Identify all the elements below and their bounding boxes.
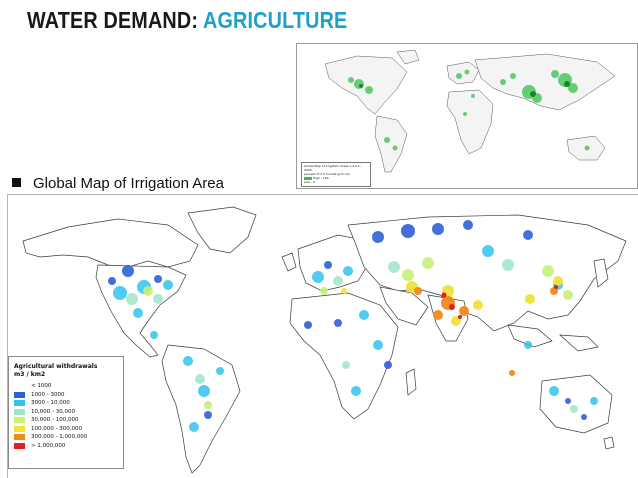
inset-legend-line-4: Low : 0 <box>304 180 315 184</box>
legend-swatch <box>14 408 25 415</box>
inset-legend-swatch <box>304 176 312 180</box>
legend-swatch <box>14 417 25 424</box>
inset-legend-high: High : 100 <box>312 176 329 180</box>
bullet-square-icon <box>12 178 21 187</box>
inset-legend-line-2: percent of 2.5 minute grid cell <box>304 172 350 176</box>
bullet-text: Global Map of Irrigation Area <box>33 175 224 192</box>
legend-swatch <box>14 434 25 441</box>
legend-label: 3000 - 10,000 <box>31 400 70 407</box>
legend-swatch <box>14 383 25 389</box>
legend-item: 3000 - 10,000 <box>14 399 123 408</box>
legend-units: m3 / km2 <box>14 371 46 378</box>
legend-swatch <box>14 425 25 432</box>
legend-swatch <box>14 391 25 398</box>
irrigation-inset-map: Global Map of Irrigation Areas v.4.0.1, … <box>296 43 638 189</box>
legend-label: 30,000 - 100,000 <box>31 417 79 424</box>
inset-map-graphic <box>324 49 616 173</box>
legend-label: > 1,000,000 <box>31 442 66 449</box>
legend-title: Agricultural withdrawals <box>14 363 98 370</box>
legend-item: 30,000 - 100,000 <box>14 416 123 425</box>
inset-legend-line-3: High : 100 <box>304 176 368 180</box>
world-map-graphic <box>22 206 627 474</box>
legend-item: 100,000 - 300,000 <box>14 425 123 434</box>
bullet-point: Global Map of Irrigation Area <box>12 175 224 192</box>
legend-item: > 1,000,000 <box>14 442 123 451</box>
legend-swatch <box>14 400 25 407</box>
legend-item: < 1000 <box>14 382 123 391</box>
legend-label: 100,000 - 300,000 <box>31 425 82 432</box>
inset-legend-line-1: Global Map of Irrigation Areas v.4.0.1, … <box>304 164 361 172</box>
legend-swatch <box>14 442 25 449</box>
legend-label: 300,000 - 1,000,000 <box>31 434 88 441</box>
inset-legend: Global Map of Irrigation Areas v.4.0.1, … <box>301 162 371 187</box>
legend-label: 10,000 - 30,000 <box>31 408 75 415</box>
title-part-1: WATER DEMAND: <box>27 7 204 33</box>
legend-item: 10,000 - 30,000 <box>14 408 123 417</box>
legend-rows: < 1000 1000 - 3000 3000 - 10,000 10,000 - 3… <box>14 382 123 450</box>
legend-label: < 1000 <box>31 383 52 390</box>
legend-item: 300,000 - 1,000,000 <box>14 433 123 442</box>
legend-label: 1000 - 3000 <box>31 391 65 398</box>
legend-item: 1000 - 3000 <box>14 391 123 400</box>
withdrawals-legend: Agricultural withdrawals m3 / km2 < 1000… <box>8 356 124 469</box>
title-part-2: AGRICULTURE <box>203 7 348 33</box>
slide-title: WATER DEMAND: AGRICULTURE <box>27 7 347 34</box>
